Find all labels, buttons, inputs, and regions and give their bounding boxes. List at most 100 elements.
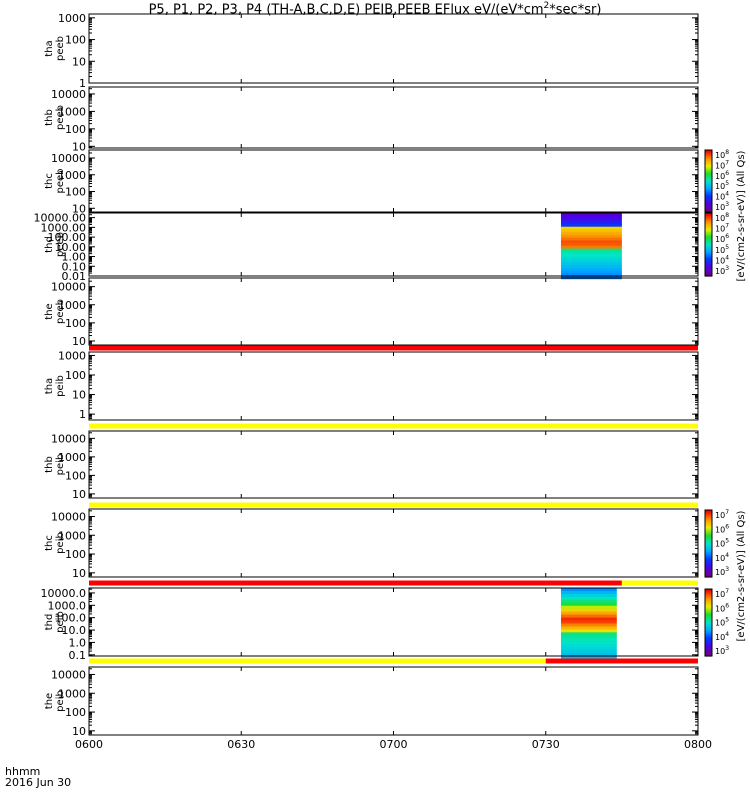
spectrogram-cell	[560, 218, 622, 222]
peib-colorbar-cell	[705, 563, 712, 566]
peeb-colorbar-cell	[705, 150, 712, 153]
peib-thd-colorbar-cell	[705, 645, 712, 649]
peeb-colorbar-cell	[705, 157, 712, 160]
peib-thd-colorbar-cell	[705, 614, 712, 617]
peeb-thd-colorbar-cell	[705, 255, 712, 258]
spectrogram-cell	[560, 232, 622, 236]
peib-thd-colorbar-tick: 107	[715, 588, 729, 599]
peib-thd-colorbar-cell	[705, 612, 712, 615]
y-tick-label: 1000	[58, 687, 86, 700]
peeb-colorbar-cell	[705, 193, 712, 196]
spectrogram-cell	[560, 234, 622, 239]
peib-colorbar-cell	[705, 533, 712, 536]
spectrogram-cell	[560, 265, 622, 269]
peib-colorbar-cell	[705, 526, 712, 530]
peib-thd-colorbar-cell	[705, 597, 712, 600]
panel-label-product: peeb	[55, 36, 66, 61]
spectrogram-cell	[560, 588, 617, 592]
spectrogram-cell	[560, 620, 617, 624]
spectrogram-cell	[560, 248, 622, 252]
peib-thd-colorbar-cell	[705, 654, 712, 657]
peeb-thd-colorbar-cell	[705, 266, 712, 269]
peeb-thd-colorbar-tick: 108	[715, 212, 729, 223]
peeb-thd-colorbar-cell	[705, 227, 712, 230]
spectrogram-cell	[560, 599, 617, 604]
peib-thd-colorbar-cell	[705, 642, 712, 645]
y-tick-label: 10000	[51, 281, 86, 294]
peeb-colorbar-cell	[705, 190, 712, 193]
spectrogram-cell	[560, 590, 617, 595]
panel-label-product: peeb	[55, 105, 66, 130]
peeb-colorbar-cell	[705, 173, 712, 176]
y-tick-label: 1000	[58, 105, 86, 118]
x-tick-label: 0630	[227, 738, 255, 751]
peeb-colorbar-cell	[705, 177, 712, 181]
peib-colorbar-cell	[705, 538, 712, 541]
flag-bar-red	[89, 345, 698, 351]
peeb-colorbar-cell	[705, 187, 712, 190]
spectrogram-cell	[560, 226, 622, 230]
peib-thd-colorbar-cell	[705, 632, 712, 635]
peib-colorbar-frame	[704, 509, 713, 578]
peeb-thd-colorbar-cell	[705, 268, 712, 271]
peib-colorbar-cell	[705, 571, 712, 575]
peib-colorbar-cell	[705, 511, 712, 514]
peeb-colorbar-cell	[705, 176, 712, 179]
y-tick-label: 10	[72, 335, 86, 348]
spectrogram-cell	[560, 270, 622, 274]
peib-thd-colorbar-cell	[705, 627, 712, 630]
peib-colorbar-axis-label: [eV/(cm2-s-sr-eV)] (All Qs)	[736, 510, 747, 641]
peib-thd-colorbar-cell	[705, 649, 712, 652]
peeb-thd-colorbar-cell	[705, 241, 712, 244]
peeb-thd-colorbar-cell	[705, 239, 712, 242]
peeb-colorbar-cell	[705, 202, 712, 205]
spectrogram-cell	[560, 602, 617, 607]
peeb-thd-colorbar-cell	[705, 258, 712, 261]
y-tick-label: 10000.00	[34, 212, 87, 225]
y-tick-label: 10	[72, 202, 86, 215]
spectrogram-cell	[560, 632, 617, 636]
peeb-colorbar-cell	[705, 174, 712, 177]
peib-colorbar-cell	[705, 515, 712, 518]
spectrogram-cell	[560, 593, 617, 598]
peib-colorbar-cell	[705, 536, 712, 540]
peib-colorbar-cell	[705, 543, 712, 546]
spectrogram-cell	[560, 237, 622, 241]
y-tick-label: 10	[72, 389, 86, 402]
panel-frame	[88, 666, 699, 736]
peeb-thd-colorbar-cell	[705, 250, 712, 253]
peib-thd-colorbar-tick: 104	[715, 631, 729, 642]
peeb-thd-colorbar-cell	[705, 261, 712, 264]
peib-colorbar-cell	[705, 548, 712, 551]
peib-colorbar-cell	[705, 568, 712, 571]
peib-thd-colorbar-cell	[705, 640, 712, 644]
spectrogram-cell	[560, 254, 622, 258]
y-tick-label: 10000	[51, 668, 86, 681]
peib-thd-colorbar-cell	[705, 647, 712, 650]
peib-thd-colorbar-cell	[705, 619, 712, 622]
x-tick-label: 0800	[684, 738, 712, 751]
peib-colorbar-cell	[705, 525, 712, 528]
y-tick-label: 1000	[58, 169, 86, 182]
peib-thd-colorbar-cell	[705, 624, 712, 627]
spectrogram-cell	[560, 635, 617, 639]
y-tick-label: 100	[65, 548, 86, 561]
spectrogram-cell	[560, 647, 617, 651]
x-tick-label: 0700	[380, 738, 408, 751]
peeb-thd-colorbar-cell	[705, 247, 712, 250]
peeb-thd-colorbar-cell	[705, 220, 712, 224]
peib-thd-colorbar-cell	[705, 590, 712, 593]
spectrogram-cell	[560, 259, 622, 263]
peib-colorbar-tick: 103	[715, 566, 729, 577]
peib-thd-colorbar-cell	[705, 607, 712, 610]
peib-thd-colorbar-cell	[705, 592, 712, 595]
panel-frame	[88, 13, 699, 84]
peeb-thd-colorbar-cell	[705, 225, 712, 228]
peib-colorbar-cell	[705, 553, 712, 556]
spectrogram-cell	[560, 614, 617, 619]
peeb-thd-colorbar-frame	[704, 212, 713, 277]
peib-thd-colorbar-cell	[705, 637, 712, 640]
peeb-thd-colorbar-tick: 106	[715, 233, 729, 244]
peeb-thd-colorbar-cell	[705, 238, 712, 241]
peib-thd-colorbar-cell	[705, 595, 712, 598]
